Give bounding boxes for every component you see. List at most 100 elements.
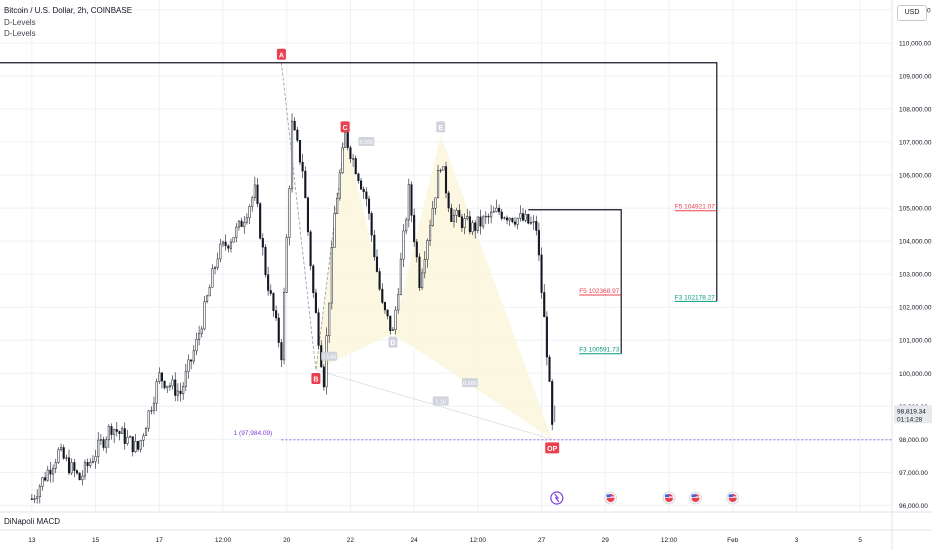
candle-body — [524, 214, 527, 221]
x-tick-label: 3 — [795, 537, 799, 544]
candle-body — [458, 210, 461, 218]
candle-body — [41, 477, 44, 487]
us-flag-event-icon[interactable] — [726, 491, 740, 505]
candle-body — [272, 293, 275, 311]
x-tick-label: 15 — [92, 537, 100, 544]
us-flag-event-icon[interactable] — [604, 491, 617, 505]
candle-body — [134, 440, 137, 453]
event-icon-glyph — [554, 493, 560, 503]
candle-body — [182, 386, 185, 395]
candle-body — [476, 216, 479, 231]
y-tick-label: 110,000.00 — [899, 40, 931, 47]
candle-body — [49, 469, 52, 475]
event-icon-stripe — [606, 496, 615, 498]
candle-body — [105, 439, 108, 448]
currency-button[interactable]: USD — [897, 5, 927, 21]
candle-body — [240, 220, 243, 227]
candle-body — [264, 246, 267, 275]
candle-body — [147, 410, 150, 429]
candle-body — [195, 338, 198, 352]
pattern-point-label: D — [390, 340, 395, 347]
candle-body — [492, 211, 495, 213]
candle-body — [232, 237, 235, 243]
pattern-point-badge — [436, 121, 446, 133]
chart-title: Bitcoin / U.S. Dollar, 2h, COINBASE — [4, 6, 133, 15]
x-tick-label: 22 — [347, 537, 355, 544]
candle-body — [54, 462, 57, 469]
candle-body — [439, 169, 442, 172]
candle-body — [429, 225, 432, 241]
candle-body — [405, 219, 408, 232]
candle-body — [224, 241, 227, 247]
candle-body — [269, 290, 272, 294]
candle-body — [144, 427, 148, 436]
candle-body — [259, 203, 262, 239]
candle-body — [521, 213, 525, 221]
candle-body — [83, 462, 87, 477]
pattern-point-badge — [276, 48, 286, 60]
y-tick-label: 100,000.00 — [899, 371, 932, 378]
candle-body — [243, 221, 246, 227]
countdown-label: 01:14:28 — [897, 416, 923, 423]
candle-body — [211, 268, 214, 288]
candle-body — [288, 188, 291, 238]
candle-body — [336, 197, 339, 214]
candle-body — [70, 462, 73, 474]
d-level-bracket — [528, 209, 622, 354]
candle-body — [221, 241, 225, 245]
y-tick-label: 105,000.00 — [899, 206, 932, 213]
us-flag-event-icon[interactable] — [662, 491, 676, 505]
candle-body — [508, 217, 511, 221]
candle-body — [150, 410, 153, 412]
candle-body — [479, 216, 482, 227]
candle-body — [399, 258, 402, 295]
indicator-label-1[interactable]: D-Levels — [4, 18, 36, 27]
candle-body — [362, 188, 365, 193]
indicator-label-2[interactable]: D-Levels — [4, 29, 36, 38]
candle-body — [187, 359, 190, 372]
pattern-point-label: A — [279, 52, 284, 59]
candle-body — [487, 215, 490, 218]
candle-body — [168, 385, 171, 387]
x-tick-label: 24 — [411, 537, 419, 544]
candle-body — [402, 230, 405, 260]
macd-pane-label[interactable]: DiNapoli MACD — [4, 517, 61, 526]
x-tick-label: 17 — [156, 537, 164, 544]
x-tick-label: 5 — [858, 537, 862, 544]
candle-body — [338, 172, 341, 199]
event-icon-stripe — [728, 496, 737, 498]
candle-body — [535, 221, 538, 231]
candle-body — [65, 457, 68, 459]
candle-body — [179, 390, 182, 395]
x-tick-label: 12:00 — [470, 537, 487, 544]
candle-body — [359, 180, 363, 190]
x-tick-label: 12:00 — [661, 537, 678, 544]
candle-body — [506, 217, 509, 221]
candle-body — [341, 147, 344, 174]
candle-body — [410, 184, 413, 216]
candle-body — [115, 429, 118, 432]
candle-body — [163, 380, 166, 389]
candle-body — [312, 265, 315, 294]
candle-body — [484, 215, 487, 218]
candle-body — [253, 184, 256, 199]
us-flag-event-icon[interactable] — [689, 491, 702, 505]
d-levels: F5 102368.97 F3 100591.73 F5 104921.07 F3 1… — [0, 62, 892, 441]
candle-body — [450, 207, 453, 222]
candle-body — [44, 477, 47, 481]
y-tick-label: 97,000.00 — [899, 470, 928, 477]
pattern-point-badge — [388, 336, 398, 348]
candle-body — [537, 230, 540, 256]
candle-body — [160, 372, 163, 382]
candle-body — [107, 426, 110, 441]
candle-body — [455, 210, 458, 216]
candle-body — [152, 402, 156, 411]
ratio-label: 0.886 — [463, 381, 477, 387]
split-event-icon[interactable] — [550, 491, 564, 505]
candle-body — [381, 288, 384, 303]
event-icon-canton — [665, 494, 669, 497]
candle-body — [466, 216, 469, 219]
candle-body — [229, 241, 233, 249]
candle-body — [208, 287, 211, 297]
